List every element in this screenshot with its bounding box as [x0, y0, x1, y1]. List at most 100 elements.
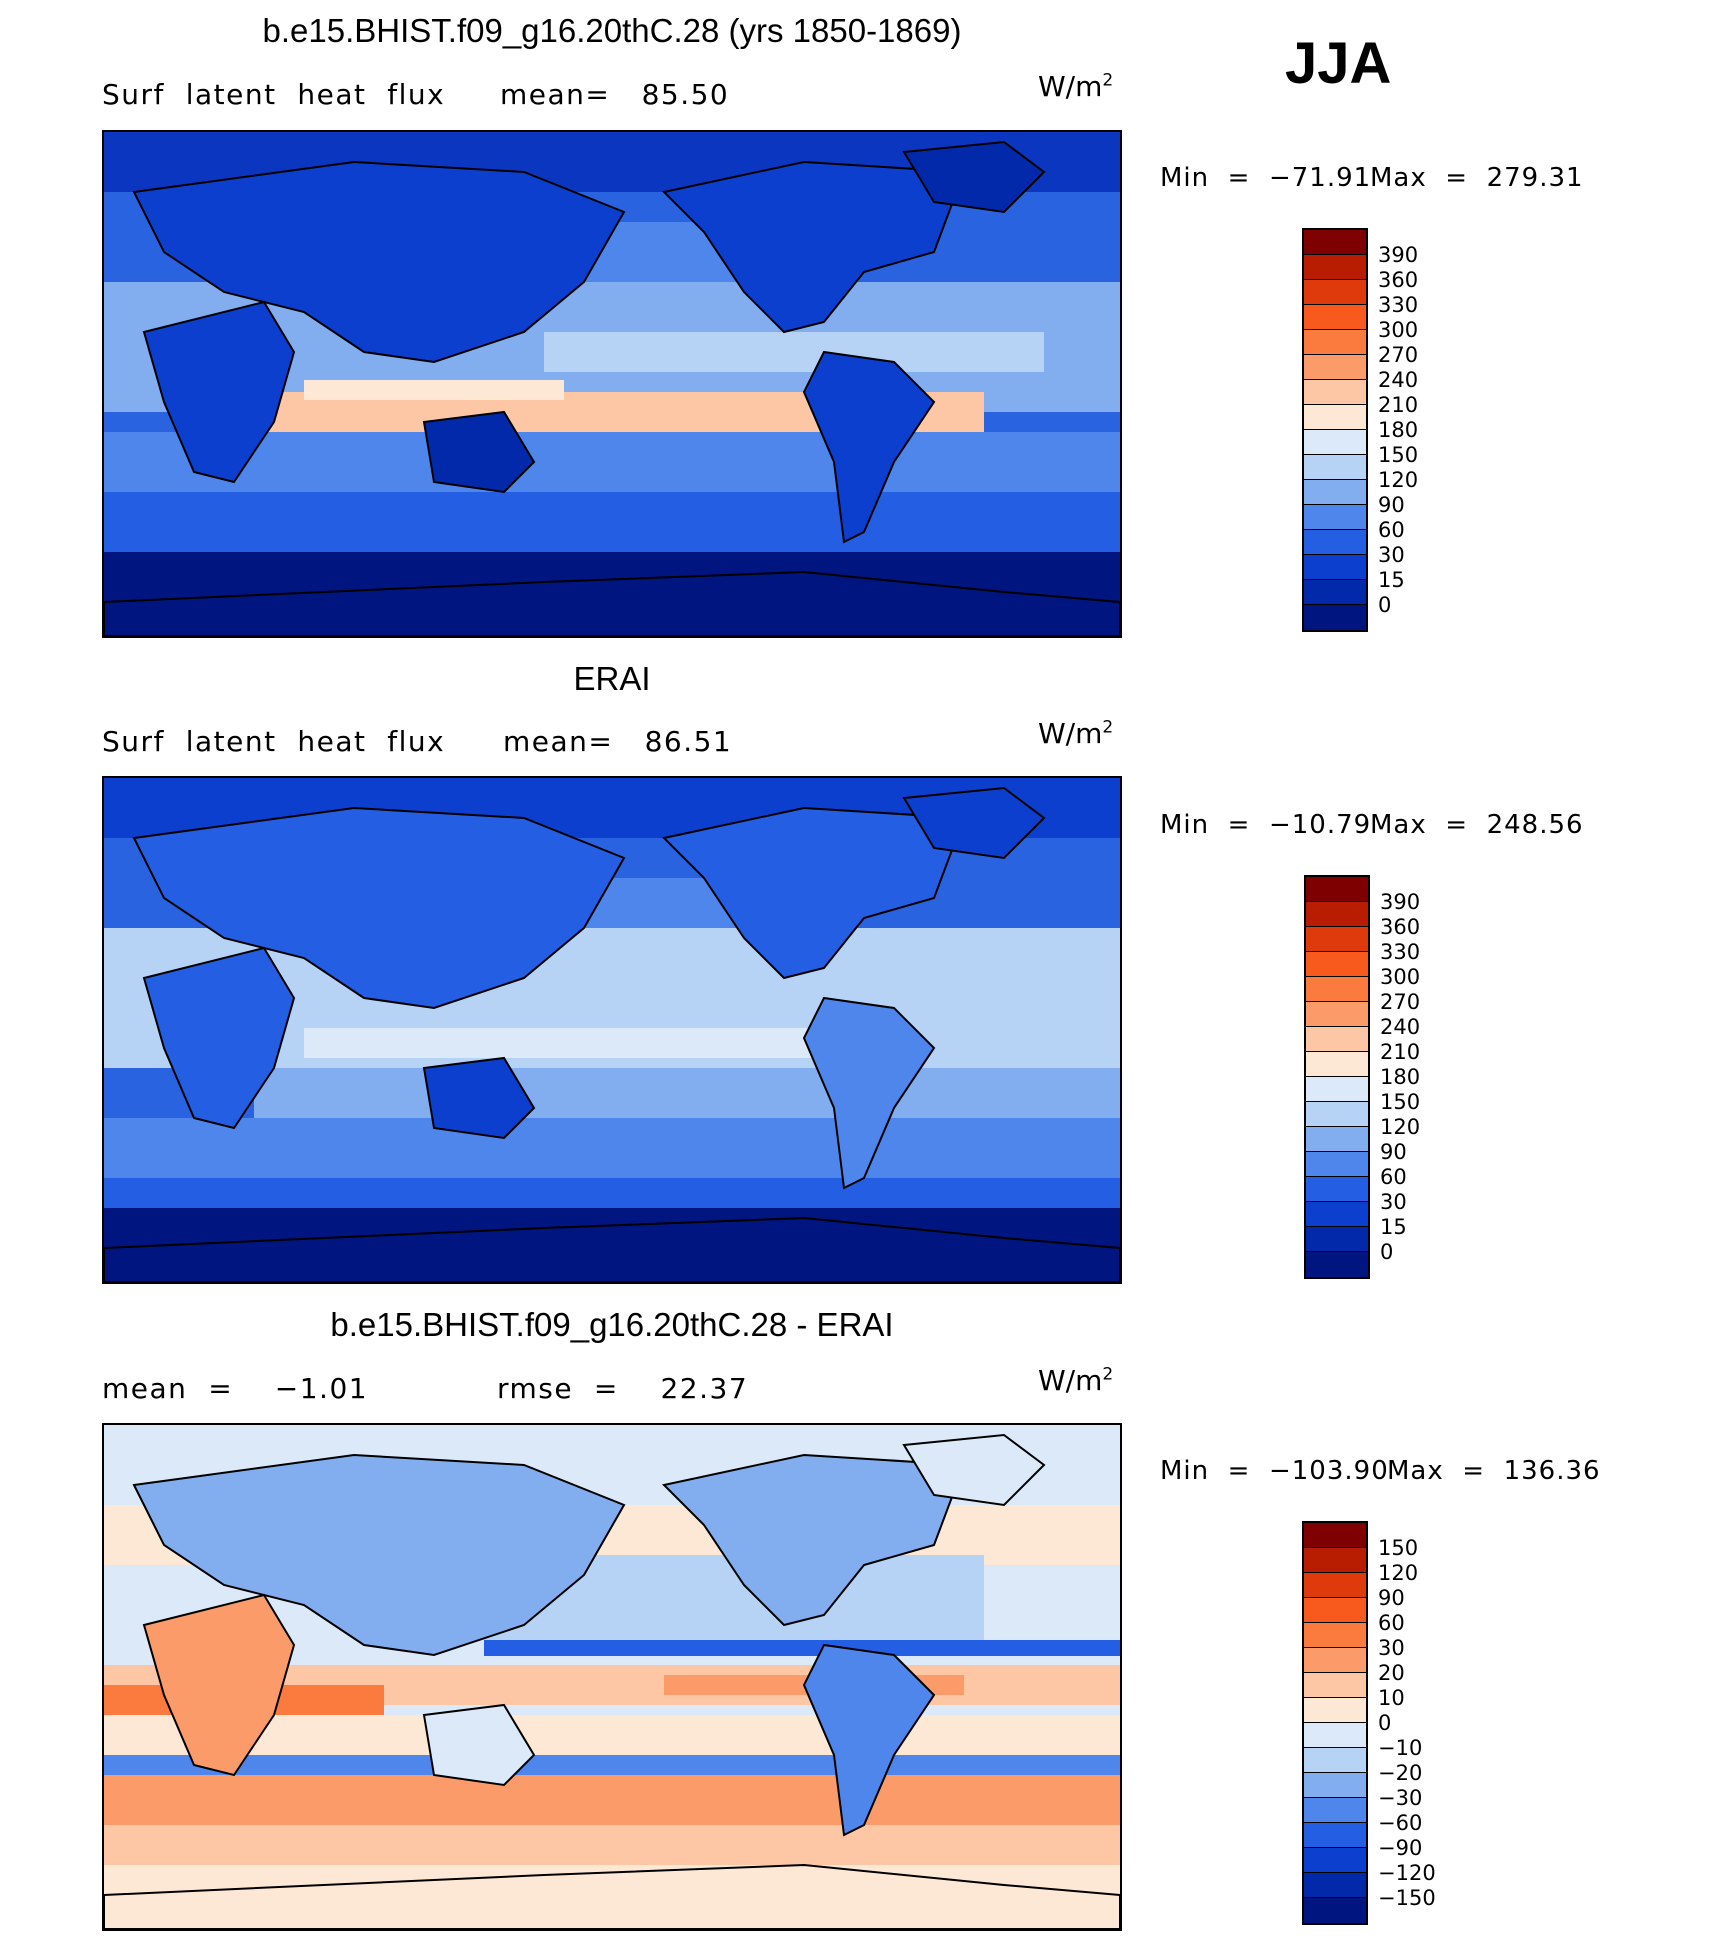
colorbar-swatch: [1304, 1773, 1366, 1798]
colorbar-tick-label: 120: [1378, 1561, 1419, 1585]
colorbar-tick-label: 90: [1380, 1140, 1407, 1164]
colorbar-swatch: [1304, 280, 1366, 305]
colorbar-tick-label: 240: [1378, 368, 1419, 392]
colorbar-tick-label: 30: [1378, 543, 1405, 567]
colorbar-swatch: [1306, 1152, 1368, 1177]
colorbar-swatch: [1306, 952, 1368, 977]
panel-3-units: W/m2: [1038, 1364, 1114, 1397]
panel-3-colorbar: [1302, 1521, 1368, 1925]
colorbar-tick-label: 30: [1378, 1636, 1405, 1660]
colorbar-tick-label: 240: [1380, 1015, 1421, 1039]
colorbar-swatch: [1304, 230, 1366, 255]
colorbar-swatch: [1304, 1698, 1366, 1723]
colorbar-tick-label: −20: [1378, 1761, 1423, 1785]
panel-2-min-label: Min = −10.79: [1160, 810, 1372, 840]
panel-2-max-label: Max = 248.56: [1370, 810, 1584, 840]
panel-2-mean-label: mean= 86.51: [503, 725, 733, 758]
panel-1-max-label: Max = 279.31: [1370, 163, 1584, 193]
colorbar-tick-label: 60: [1378, 1611, 1405, 1635]
colorbar-tick-label: 20: [1378, 1661, 1405, 1685]
colorbar-swatch: [1304, 1898, 1366, 1923]
colorbar-tick-label: −150: [1378, 1886, 1436, 1910]
colorbar-tick-label: 15: [1378, 568, 1405, 592]
colorbar-tick-label: −30: [1378, 1786, 1423, 1810]
panel-2-colorbar: [1304, 875, 1370, 1279]
colorbar-swatch: [1304, 480, 1366, 505]
colorbar-swatch: [1304, 1673, 1366, 1698]
colorbar-swatch: [1306, 927, 1368, 952]
colorbar-swatch: [1304, 1823, 1366, 1848]
colorbar-tick-label: 210: [1378, 393, 1419, 417]
colorbar-tick-label: 0: [1378, 1711, 1392, 1735]
colorbar-swatch: [1306, 1002, 1368, 1027]
colorbar-tick-label: 90: [1378, 1586, 1405, 1610]
colorbar-tick-label: 150: [1380, 1090, 1421, 1114]
colorbar-swatch: [1306, 1227, 1368, 1252]
colorbar-tick-label: 120: [1378, 468, 1419, 492]
colorbar-tick-label: 15: [1380, 1215, 1407, 1239]
colorbar-swatch: [1304, 1648, 1366, 1673]
colorbar-tick-label: 210: [1380, 1040, 1421, 1064]
colorbar-tick-label: 270: [1380, 990, 1421, 1014]
colorbar-swatch: [1304, 455, 1366, 480]
colorbar-swatch: [1304, 1623, 1366, 1648]
colorbar-swatch: [1304, 1798, 1366, 1823]
colorbar-tick-label: 180: [1380, 1065, 1421, 1089]
panel-1-min-label: Min = −71.91: [1160, 163, 1372, 193]
colorbar-tick-label: 390: [1378, 243, 1419, 267]
colorbar-swatch: [1304, 1723, 1366, 1748]
colorbar-tick-label: 150: [1378, 1536, 1419, 1560]
colorbar-swatch: [1306, 1077, 1368, 1102]
panel-1-map-field: [104, 132, 1120, 636]
season-label: JJA: [1285, 31, 1392, 96]
colorbar-swatch: [1306, 1027, 1368, 1052]
colorbar-swatch: [1306, 1252, 1368, 1277]
colorbar-tick-label: 360: [1380, 915, 1421, 939]
panel-3-title: b.e15.BHIST.f09_g16.20thC.28 - ERAI: [330, 1306, 894, 1343]
colorbar-swatch: [1304, 1873, 1366, 1898]
panel-3-max-label: Max = 136.36: [1387, 1456, 1601, 1486]
colorbar-swatch: [1306, 1127, 1368, 1152]
panel-2-variable-label: Surf latent heat flux: [102, 725, 446, 758]
colorbar-tick-label: 330: [1380, 940, 1421, 964]
colorbar-tick-label: 30: [1380, 1190, 1407, 1214]
colorbar-swatch: [1306, 977, 1368, 1002]
panel-1-colorbar: [1302, 228, 1368, 632]
panel-2-map-field: [104, 778, 1120, 1282]
colorbar-tick-label: 300: [1378, 318, 1419, 342]
colorbar-swatch: [1306, 1202, 1368, 1227]
panel-2-title: ERAI: [573, 660, 651, 697]
panel-1-variable-label: Surf latent heat flux: [102, 78, 446, 111]
colorbar-tick-label: 360: [1378, 268, 1419, 292]
panel-1-title: b.e15.BHIST.f09_g16.20thC.28 (yrs 1850-1…: [262, 12, 962, 49]
colorbar-swatch: [1304, 1598, 1366, 1623]
colorbar-swatch: [1306, 1177, 1368, 1202]
colorbar-swatch: [1304, 430, 1366, 455]
colorbar-tick-label: 300: [1380, 965, 1421, 989]
colorbar-swatch: [1304, 405, 1366, 430]
colorbar-swatch: [1304, 355, 1366, 380]
colorbar-swatch: [1304, 1748, 1366, 1773]
colorbar-tick-label: 150: [1378, 443, 1419, 467]
colorbar-tick-label: 60: [1378, 518, 1405, 542]
colorbar-swatch: [1304, 380, 1366, 405]
panel-3-mean-label: mean = −1.01: [102, 1372, 369, 1405]
colorbar-swatch: [1306, 1102, 1368, 1127]
colorbar-swatch: [1304, 605, 1366, 630]
colorbar-swatch: [1304, 1848, 1366, 1873]
colorbar-tick-label: −60: [1378, 1811, 1423, 1835]
colorbar-swatch: [1304, 330, 1366, 355]
colorbar-tick-label: 0: [1378, 593, 1392, 617]
colorbar-swatch: [1304, 530, 1366, 555]
colorbar-swatch: [1304, 580, 1366, 605]
panel-3-map-field: [104, 1425, 1120, 1929]
colorbar-tick-label: 390: [1380, 890, 1421, 914]
colorbar-swatch: [1304, 1573, 1366, 1598]
colorbar-swatch: [1304, 1523, 1366, 1548]
colorbar-tick-label: 270: [1378, 343, 1419, 367]
colorbar-tick-label: 0: [1380, 1240, 1394, 1264]
panel-3-rmse-label: rmse = 22.37: [497, 1372, 749, 1405]
colorbar-swatch: [1304, 555, 1366, 580]
colorbar-swatch: [1306, 877, 1368, 902]
colorbar-swatch: [1304, 305, 1366, 330]
